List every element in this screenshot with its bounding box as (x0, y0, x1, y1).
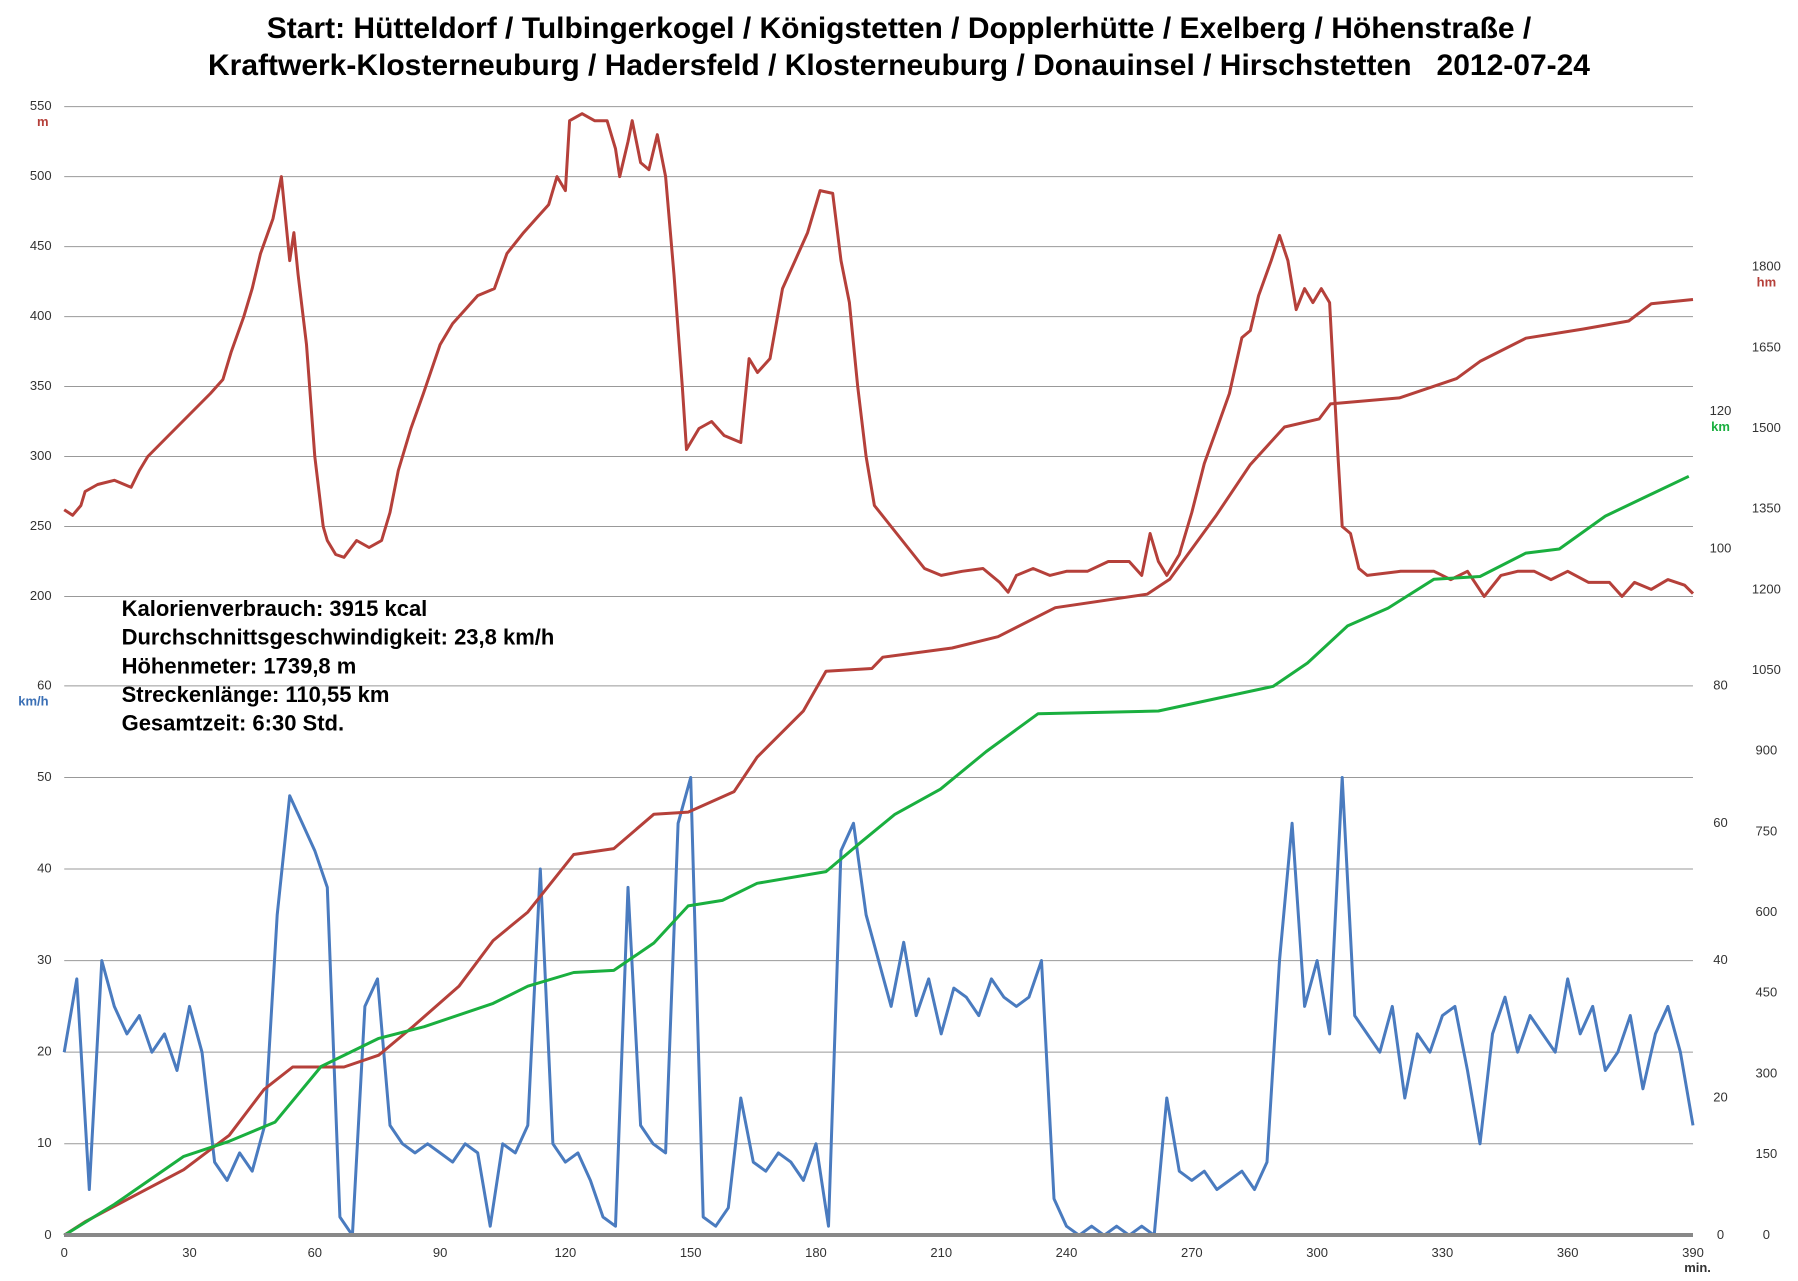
y-tick-label: 900 (1756, 743, 1778, 758)
x-tick-label: 60 (308, 1245, 322, 1260)
axis-unit-label: km (1711, 419, 1730, 434)
y-tick-label: 100 (1710, 540, 1732, 555)
y-tick-label: 120 (1710, 403, 1732, 418)
axis-unit-label: m (37, 114, 49, 129)
y-tick-label: 50 (37, 769, 51, 784)
plot-area (62, 112, 1695, 1237)
y-tick-label: 750 (1756, 823, 1778, 838)
annotation: Höhenmeter: 1739,8 m (122, 653, 357, 678)
x-tick-label: 0 (61, 1245, 68, 1260)
y-tick-label: 300 (30, 448, 52, 463)
x-tick-label: 390 (1682, 1245, 1704, 1260)
y-tick-label: 450 (1756, 985, 1778, 1000)
y-tick-label: 40 (1713, 952, 1727, 967)
x-tick-label: 180 (805, 1245, 827, 1260)
data-line (63, 298, 1694, 1237)
y-tick-label: 60 (37, 677, 51, 692)
y-tick-label: 500 (30, 168, 52, 183)
data-line (63, 112, 1695, 598)
x-tick-label: 330 (1432, 1245, 1454, 1260)
y-tick-label: 1050 (1752, 662, 1781, 677)
y-tick-label: 450 (30, 238, 52, 253)
annotation: Kalorienverbrauch: 3915 kcal (122, 596, 428, 621)
chart-title: Start: Hütteldorf / Tulbingerkogel / Kön… (267, 12, 1532, 45)
y-tick-label: 1800 (1752, 259, 1781, 274)
y-tick-label: 350 (30, 378, 52, 393)
y-tick-label: 0 (44, 1227, 51, 1242)
y-tick-label: 20 (1713, 1089, 1727, 1104)
x-tick-label: 120 (555, 1245, 577, 1260)
x-tick-label: 30 (182, 1245, 196, 1260)
y-tick-label: 200 (30, 588, 52, 603)
y-tick-label: 550 (30, 98, 52, 113)
x-tick-label: 360 (1557, 1245, 1579, 1260)
x-tick-label: 210 (930, 1245, 952, 1260)
data-line (62, 776, 1695, 1237)
data-line (63, 474, 1690, 1237)
x-tick-label: 270 (1181, 1245, 1203, 1260)
y-tick-label: 60 (1713, 815, 1727, 830)
y-tick-label: 1200 (1752, 581, 1781, 596)
y-tick-label: 600 (1756, 904, 1778, 919)
axis-unit-label: km/h (18, 693, 48, 708)
x-tick-label: 150 (680, 1245, 702, 1260)
y-tick-label: 1650 (1752, 339, 1781, 354)
y-tick-label: 0 (1717, 1227, 1724, 1242)
y-tick-label: 30 (37, 952, 51, 967)
annotation: Durchschnittsgeschwindigkeit: 23,8 km/h (122, 625, 555, 650)
y-tick-label: 20 (37, 1044, 51, 1059)
y-tick-label: 1350 (1752, 501, 1781, 516)
y-tick-label: 300 (1756, 1065, 1778, 1080)
y-tick-label: 150 (1756, 1146, 1778, 1161)
y-tick-label: 0 (1763, 1227, 1770, 1242)
labels: 200250300350400450500550m0102030405060km… (18, 98, 1781, 1275)
x-tick-label: 240 (1056, 1245, 1078, 1260)
x-tick-label: 90 (433, 1245, 447, 1260)
y-tick-label: 1500 (1752, 420, 1781, 435)
x-tick-label: 300 (1306, 1245, 1328, 1260)
y-tick-label: 400 (30, 308, 52, 323)
y-tick-label: 80 (1713, 678, 1727, 693)
chart-title: Kraftwerk-Klosterneuburg / Hadersfeld / … (208, 49, 1590, 82)
annotation: Gesamtzeit: 6:30 Std. (122, 711, 345, 736)
annotation: Streckenlänge: 110,55 km (122, 682, 390, 707)
y-tick-label: 10 (37, 1135, 51, 1150)
axis-unit-label: hm (1757, 275, 1777, 290)
y-tick-label: 40 (37, 860, 51, 875)
y-tick-label: 250 (30, 518, 52, 533)
x-axis-label: min. (1684, 1260, 1711, 1275)
